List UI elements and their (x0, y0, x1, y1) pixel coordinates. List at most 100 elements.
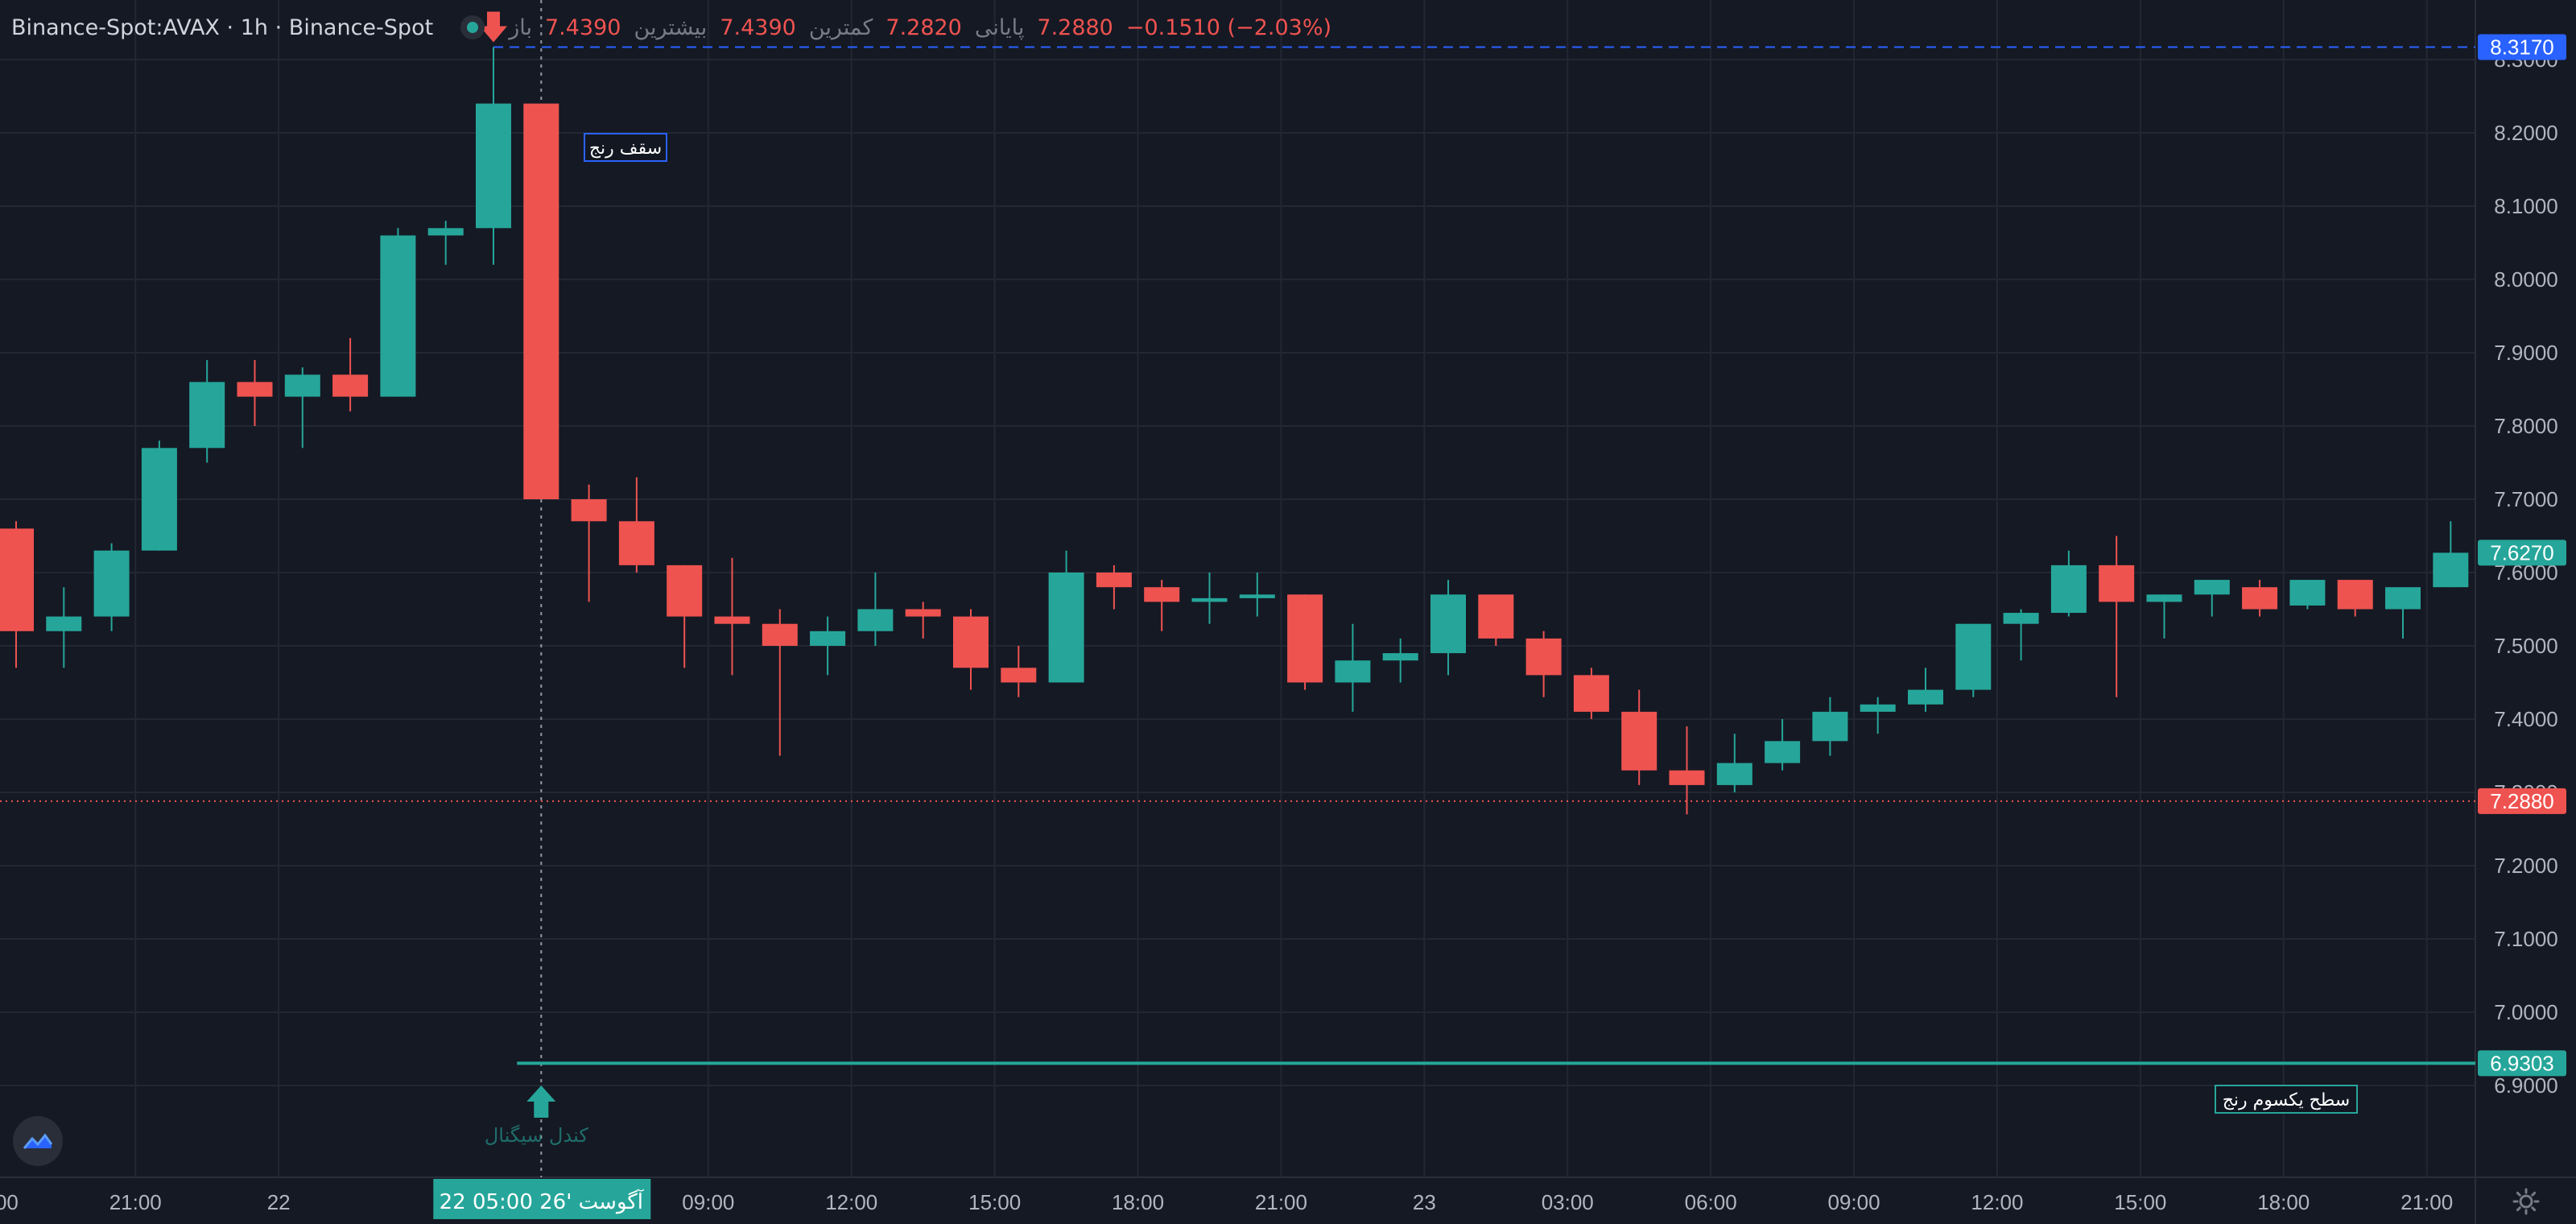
time-tick-label: 21:00 (2401, 1190, 2453, 1214)
candle-body-up (1908, 689, 1943, 705)
price-axis[interactable]: 8.40008.30008.20008.10008.00007.90007.80… (2478, 0, 2566, 1098)
candle-body-up (2194, 580, 2230, 595)
time-tick-label: 21:00 (109, 1190, 162, 1214)
sell-signal-arrow-icon (480, 11, 507, 43)
time-axis[interactable]: 18:00 21:00 22 09:00 12:00 15:00 18:00 21:00 23 0… (0, 1179, 2453, 1219)
price-tag-current-bg (2478, 540, 2566, 566)
range-third-label-box (2215, 1085, 2358, 1114)
candle-body-up (93, 550, 130, 617)
price-tag-resistance: 8.3170 (2490, 35, 2554, 60)
price-tick-label: 7.4000 (2494, 707, 2558, 731)
candle-body-up (1716, 763, 1752, 785)
candle-body-up (1048, 573, 1084, 683)
price-tag-support: 6.9303 (2490, 1051, 2554, 1075)
time-tick-label: 03:00 (1542, 1190, 1594, 1214)
candle-body-down (2337, 580, 2373, 610)
candle-body-down (1621, 711, 1657, 771)
price-tick-label: 7.2000 (2494, 854, 2558, 878)
candle-body-down (237, 382, 273, 397)
price-tick-label: 7.5000 (2494, 634, 2558, 658)
crosshair-time-bg (433, 1179, 651, 1219)
time-tick-label: 21:00 (1255, 1190, 1307, 1214)
candle-body-up (1860, 704, 1896, 712)
title-separator: · (275, 14, 283, 40)
candle-body-down (905, 609, 941, 617)
candle-body-down (1669, 770, 1705, 785)
open-label: باز (509, 14, 532, 40)
candle-body-down (332, 374, 369, 397)
candle-body-up (1335, 660, 1371, 683)
candles (0, 47, 2469, 815)
time-tick-label: 23 (1413, 1190, 1436, 1214)
candle-body-down (1096, 573, 1132, 588)
candle-body-up (1765, 741, 1801, 763)
candle-body-down (2242, 587, 2278, 610)
range-top-label: سقف رنج (589, 139, 662, 159)
price-tick-label: 7.7000 (2494, 487, 2558, 511)
close-label: پایانی (974, 14, 1025, 40)
candle-body-down (1001, 668, 1037, 683)
high-value: 7.4390 (720, 14, 796, 40)
low-label: کمترین (808, 14, 873, 40)
open-value: 7.4390 (544, 14, 621, 40)
time-tick-label: 18:00 (1112, 1190, 1164, 1214)
signal-candle-label: کندل سیگنال (485, 1124, 589, 1147)
price-tag-resistance-bg (2478, 34, 2566, 60)
symbol-title[interactable]: Binance-Spot:AVAX · 1h · Binance-Spot (11, 15, 433, 40)
symbol-name: Binance-Spot:AVAX (11, 14, 220, 40)
candle-body-down (1144, 587, 1180, 602)
price-tick-label: 6.9000 (2494, 1073, 2558, 1098)
candle-body-down (2099, 564, 2135, 602)
exchange-label: Binance-Spot (288, 14, 434, 40)
settings-gear-icon[interactable] (2512, 1187, 2541, 1216)
crosshair-time-label: 22 آگوست '26 05:00 (440, 1189, 645, 1214)
price-tick-label: 7.9000 (2494, 341, 2558, 365)
time-tick-label: 18:00 (2257, 1190, 2310, 1214)
market-status-icon[interactable] (460, 15, 485, 39)
candle-body-down (0, 528, 34, 631)
candle-body-up (2050, 564, 2087, 614)
candle-body-down (1525, 638, 1562, 676)
tradingview-logo-icon[interactable] (13, 1116, 63, 1166)
price-tag-last-close: 7.2880 (2490, 789, 2554, 813)
candle-body-up (2433, 552, 2469, 588)
range-third-label: سطح یکسوم رنج (2223, 1090, 2351, 1110)
price-tag-current: 7.6270 (2490, 540, 2554, 564)
price-tag-support-bg (2478, 1050, 2566, 1077)
price-tick-label: 7.0000 (2494, 1000, 2558, 1024)
candle-body-up (1812, 711, 1848, 742)
time-tick-label: 22 (267, 1190, 291, 1214)
time-tick-label: 12:00 (825, 1190, 877, 1214)
candle-body-up (1955, 623, 1992, 690)
close-value: 7.2880 (1037, 14, 1113, 40)
candle-body-up (189, 382, 225, 449)
candle-body-down (1573, 675, 1609, 712)
low-value: 7.2820 (886, 14, 962, 40)
candle-body-down (618, 521, 654, 565)
candle-body-up (810, 631, 846, 646)
buy-signal-arrow-icon (526, 1085, 556, 1118)
price-tick-label: 8.1000 (2494, 194, 2558, 218)
candle-body-down (762, 623, 798, 646)
candle-body-up (284, 374, 320, 397)
candle-body-up (2385, 587, 2421, 610)
candle-body-down (523, 103, 559, 499)
candle-body-up (2003, 613, 2039, 624)
candle-body-up (476, 103, 511, 229)
title-separator: · (226, 14, 234, 40)
time-tick-label: 09:00 (1828, 1190, 1880, 1214)
time-tick-label: 06:00 (1685, 1190, 1737, 1214)
price-tag-last-close-bg (2478, 788, 2566, 814)
candle-body-down (953, 616, 989, 668)
candle-body-up (2289, 580, 2326, 606)
price-tick-label: 7.1000 (2494, 927, 2558, 951)
candle-body-down (1287, 594, 1323, 683)
candle-body-down (571, 499, 607, 522)
candle-body-up (1239, 594, 1275, 598)
price-tick-label: 8.0000 (2494, 267, 2558, 292)
change-value: −0.1510 (−2.03%) (1125, 14, 1332, 40)
candle-body-up (857, 609, 894, 631)
